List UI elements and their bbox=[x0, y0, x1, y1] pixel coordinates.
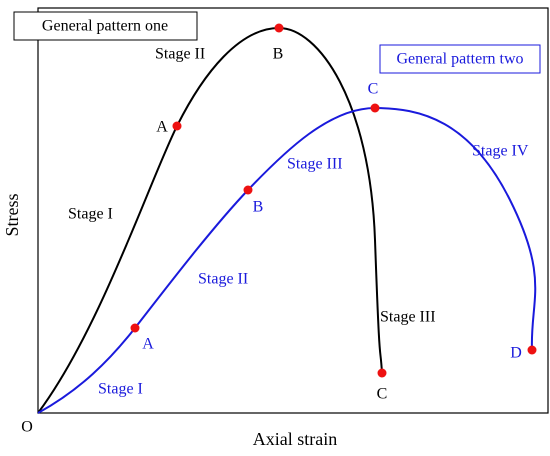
point bbox=[130, 323, 140, 333]
curve-two bbox=[37, 106, 537, 414]
legend-box bbox=[379, 44, 541, 74]
point-label: C bbox=[377, 386, 388, 403]
stage-label: Stage I bbox=[68, 206, 113, 223]
point-label: B bbox=[253, 199, 264, 216]
point bbox=[370, 103, 380, 113]
x-axis-label: Axial strain bbox=[253, 429, 337, 449]
stage-label: Stage III bbox=[287, 156, 343, 173]
point-label: B bbox=[273, 46, 284, 63]
point-label: C bbox=[368, 81, 379, 98]
point-label: D bbox=[510, 345, 522, 362]
origin-label: O bbox=[21, 419, 33, 436]
points bbox=[130, 23, 537, 378]
stage-label: Stage II bbox=[155, 46, 205, 63]
legend-text: General pattern two bbox=[396, 51, 523, 68]
point bbox=[274, 23, 284, 33]
stage-label: Stage I bbox=[98, 381, 143, 398]
stage-label: Stage IV bbox=[472, 143, 529, 160]
legend-text: General pattern one bbox=[42, 18, 168, 35]
plot-frame bbox=[37, 7, 549, 414]
point-label: A bbox=[142, 336, 154, 353]
point-label: A bbox=[156, 119, 168, 136]
y-axis-label: Stress bbox=[2, 193, 22, 236]
point bbox=[172, 121, 182, 131]
point bbox=[243, 185, 253, 195]
stage-label: Stage II bbox=[198, 271, 248, 288]
point bbox=[527, 345, 537, 355]
point bbox=[377, 368, 387, 378]
stage-label: Stage III bbox=[380, 309, 436, 326]
legend-box bbox=[13, 11, 198, 41]
